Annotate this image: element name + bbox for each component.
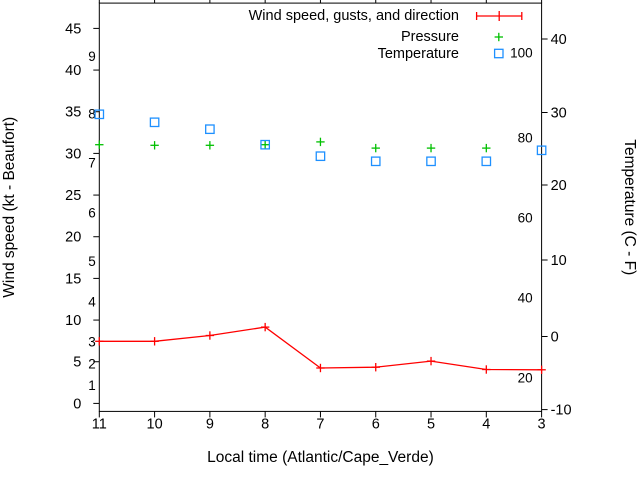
- svg-text:0: 0: [551, 330, 559, 346]
- svg-text:35: 35: [65, 105, 81, 121]
- svg-text:45: 45: [65, 21, 81, 37]
- svg-text:60: 60: [518, 211, 533, 226]
- svg-text:4: 4: [88, 295, 96, 310]
- svg-text:10: 10: [551, 253, 567, 269]
- svg-text:Local time (Atlantic/Cape_Verd: Local time (Atlantic/Cape_Verde): [207, 449, 434, 466]
- svg-text:7: 7: [316, 416, 324, 432]
- svg-text:3: 3: [538, 416, 546, 432]
- svg-text:30: 30: [551, 106, 567, 122]
- svg-text:15: 15: [65, 271, 81, 287]
- svg-text:3: 3: [88, 334, 96, 349]
- svg-text:10: 10: [65, 313, 81, 329]
- svg-text:4: 4: [482, 416, 490, 432]
- svg-text:25: 25: [65, 188, 81, 204]
- svg-text:30: 30: [65, 146, 81, 162]
- svg-text:9: 9: [206, 416, 214, 432]
- svg-text:Temperature (C - F): Temperature (C - F): [621, 139, 638, 275]
- svg-text:20: 20: [551, 178, 567, 194]
- svg-text:6: 6: [372, 416, 380, 432]
- svg-text:40: 40: [551, 32, 567, 48]
- svg-text:11: 11: [92, 416, 107, 432]
- svg-text:1: 1: [88, 378, 96, 393]
- svg-text:20: 20: [65, 230, 81, 246]
- svg-text:5: 5: [88, 254, 96, 269]
- svg-text:40: 40: [65, 63, 81, 79]
- svg-text:10: 10: [147, 416, 163, 432]
- svg-text:Wind speed (kt - Beaufort): Wind speed (kt - Beaufort): [1, 117, 18, 298]
- svg-text:20: 20: [518, 371, 533, 386]
- svg-text:9: 9: [88, 49, 96, 64]
- svg-text:2: 2: [88, 356, 96, 371]
- svg-text:0: 0: [73, 396, 81, 412]
- svg-text:8: 8: [261, 416, 269, 432]
- svg-text:80: 80: [518, 131, 533, 146]
- svg-text:-10: -10: [551, 403, 572, 419]
- svg-text:6: 6: [88, 206, 96, 221]
- svg-text:Wind speed, gusts, and directi: Wind speed, gusts, and direction: [249, 8, 459, 24]
- svg-text:7: 7: [88, 156, 96, 171]
- svg-text:5: 5: [427, 416, 435, 432]
- svg-text:Temperature: Temperature: [378, 46, 459, 62]
- svg-text:Pressure: Pressure: [401, 29, 459, 45]
- svg-text:100: 100: [510, 46, 533, 61]
- svg-text:40: 40: [518, 291, 533, 306]
- svg-text:5: 5: [73, 355, 81, 371]
